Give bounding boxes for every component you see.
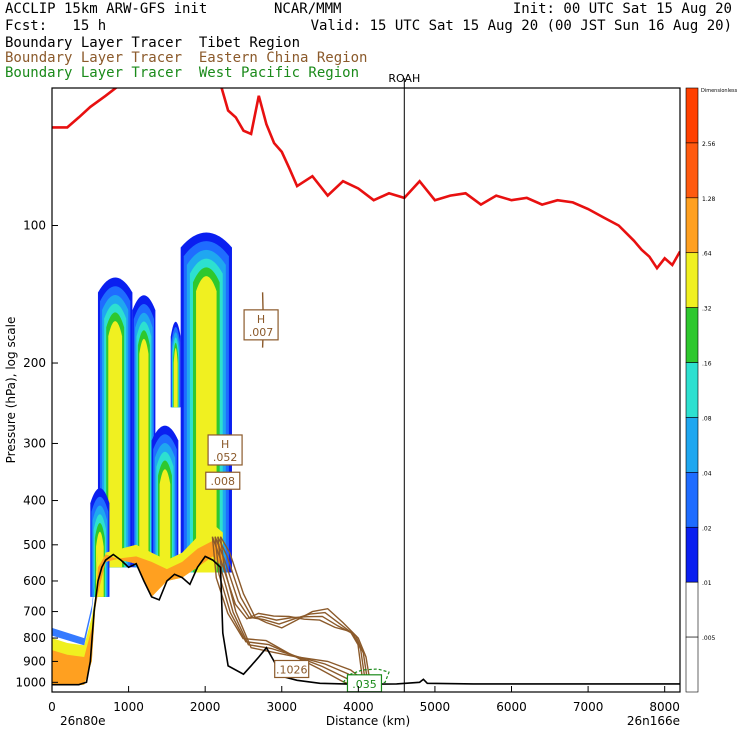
colorbar-label: .04 — [702, 470, 712, 477]
eastern-china-contour — [219, 536, 371, 684]
roah-marker-label: ROAH — [388, 72, 420, 85]
colorbar-label: .08 — [702, 415, 712, 422]
value-box — [205, 471, 241, 490]
tropopause-line — [52, 88, 680, 271]
y-tick-label: 900 — [23, 654, 46, 668]
forecast-hour: Fcst: 15 h — [5, 18, 107, 34]
center-label: NCAR/MMM — [274, 1, 342, 17]
value-box-label: H — [257, 313, 265, 326]
x-start-label: 26n80e — [60, 714, 106, 728]
tracer-shell — [173, 347, 178, 408]
y-tick-label: 1000 — [15, 675, 46, 689]
valid-time: Valid: 15 UTC Sat 15 Aug 20 (00 JST Sun … — [310, 18, 732, 34]
tracer-shell — [196, 276, 217, 573]
x-tick-label: 4000 — [343, 700, 374, 714]
value-box — [207, 434, 243, 466]
y-tick-label: 400 — [23, 494, 46, 508]
x-axis: 0 1000 2000 3000 4000 5000 6000 7000 8000 — [48, 686, 680, 714]
colorbar-swatch — [685, 581, 699, 638]
tracer-shell — [108, 321, 123, 568]
x-tick-label: 5000 — [420, 700, 451, 714]
colorbar-title: Dimensionless — [701, 88, 738, 94]
x-tick-label: 1000 — [113, 700, 144, 714]
x-tick-label: 3000 — [266, 700, 297, 714]
west-pacific-contour — [342, 668, 390, 685]
x-tick-label: 0 — [48, 700, 56, 714]
tracer-line-tibet: Boundary Layer Tracer Tibet Region — [5, 35, 301, 51]
tracer-shell — [139, 338, 149, 568]
colorbar-swatch — [685, 252, 699, 308]
x-tick-label: 8000 — [649, 700, 680, 714]
y-tick-label: 600 — [23, 574, 46, 588]
terrain-line — [52, 553, 680, 686]
colorbar-label: .02 — [702, 525, 712, 532]
colorbar-label: 2.56 — [702, 141, 716, 148]
model-title: ACCLIP 15km ARW-GFS init — [5, 1, 208, 17]
colorbar-swatch — [685, 197, 699, 254]
west-pacific-tracer-contours — [342, 668, 390, 685]
eastern-china-contour — [217, 536, 368, 685]
colorbar-label: 1.28 — [702, 196, 716, 203]
value-box-label: H — [221, 438, 229, 451]
plot-frame — [51, 87, 681, 693]
x-axis-label: Distance (km) — [326, 714, 410, 728]
x-tick-label: 6000 — [496, 700, 527, 714]
value-box — [243, 309, 279, 341]
y-tick-label: 800 — [23, 631, 46, 645]
colorbar-swatch — [685, 362, 699, 418]
eastern-china-contour — [211, 536, 363, 689]
x-tick-label: 2000 — [190, 700, 221, 714]
tracer-line-eastern-china: Boundary Layer Tracer Eastern China Regi… — [5, 50, 368, 66]
colorbar-swatch — [685, 417, 699, 473]
x-end-label: 26n166e — [627, 714, 680, 728]
value-box-label: .008 — [211, 475, 236, 488]
value-box-label: .007 — [249, 326, 274, 339]
colorbar-swatch — [685, 526, 699, 583]
colorbar-swatch — [685, 636, 699, 693]
y-tick-label: 100 — [23, 219, 46, 233]
colorbar-label: .005 — [702, 635, 716, 642]
tibet-tracer-field — [52, 232, 232, 685]
y-axis: 100 200 300 400 500 600 700 800 900 1000 — [15, 219, 58, 689]
colorbar: .005 .01 .02 .04 .08 .16 .32 .64 1.28 2.56 Dimensi… — [685, 87, 738, 693]
y-tick-label: 300 — [23, 436, 46, 450]
y-tick-label: 700 — [23, 605, 46, 619]
colorbar-swatch — [685, 307, 699, 363]
value-box — [274, 659, 310, 679]
value-box-label: .1026 — [276, 663, 308, 676]
colorbar-swatch — [685, 472, 699, 528]
colorbar-label: .64 — [702, 251, 712, 258]
tracer-band-orange — [52, 540, 223, 685]
y-tick-label: 200 — [23, 356, 46, 370]
colorbar-label: .16 — [702, 361, 712, 368]
init-time: Init: 00 UTC Sat 15 Aug 20 — [512, 1, 732, 17]
x-tick-label: 7000 — [573, 700, 604, 714]
tracer-band-blue — [52, 552, 98, 646]
y-axis-label: Pressure (hPa), log scale — [4, 317, 18, 464]
colorbar-label: .32 — [702, 306, 712, 313]
colorbar-label: .01 — [702, 580, 712, 587]
value-box-label: .052 — [213, 451, 238, 464]
y-tick-label: 500 — [23, 538, 46, 552]
colorbar-swatch — [685, 87, 699, 144]
tracer-line-west-pacific: Boundary Layer Tracer West Pacific Regio… — [5, 65, 360, 81]
tracer-shell — [159, 469, 171, 568]
value-box-label: .035 — [352, 678, 377, 691]
colorbar-swatch — [685, 142, 699, 199]
